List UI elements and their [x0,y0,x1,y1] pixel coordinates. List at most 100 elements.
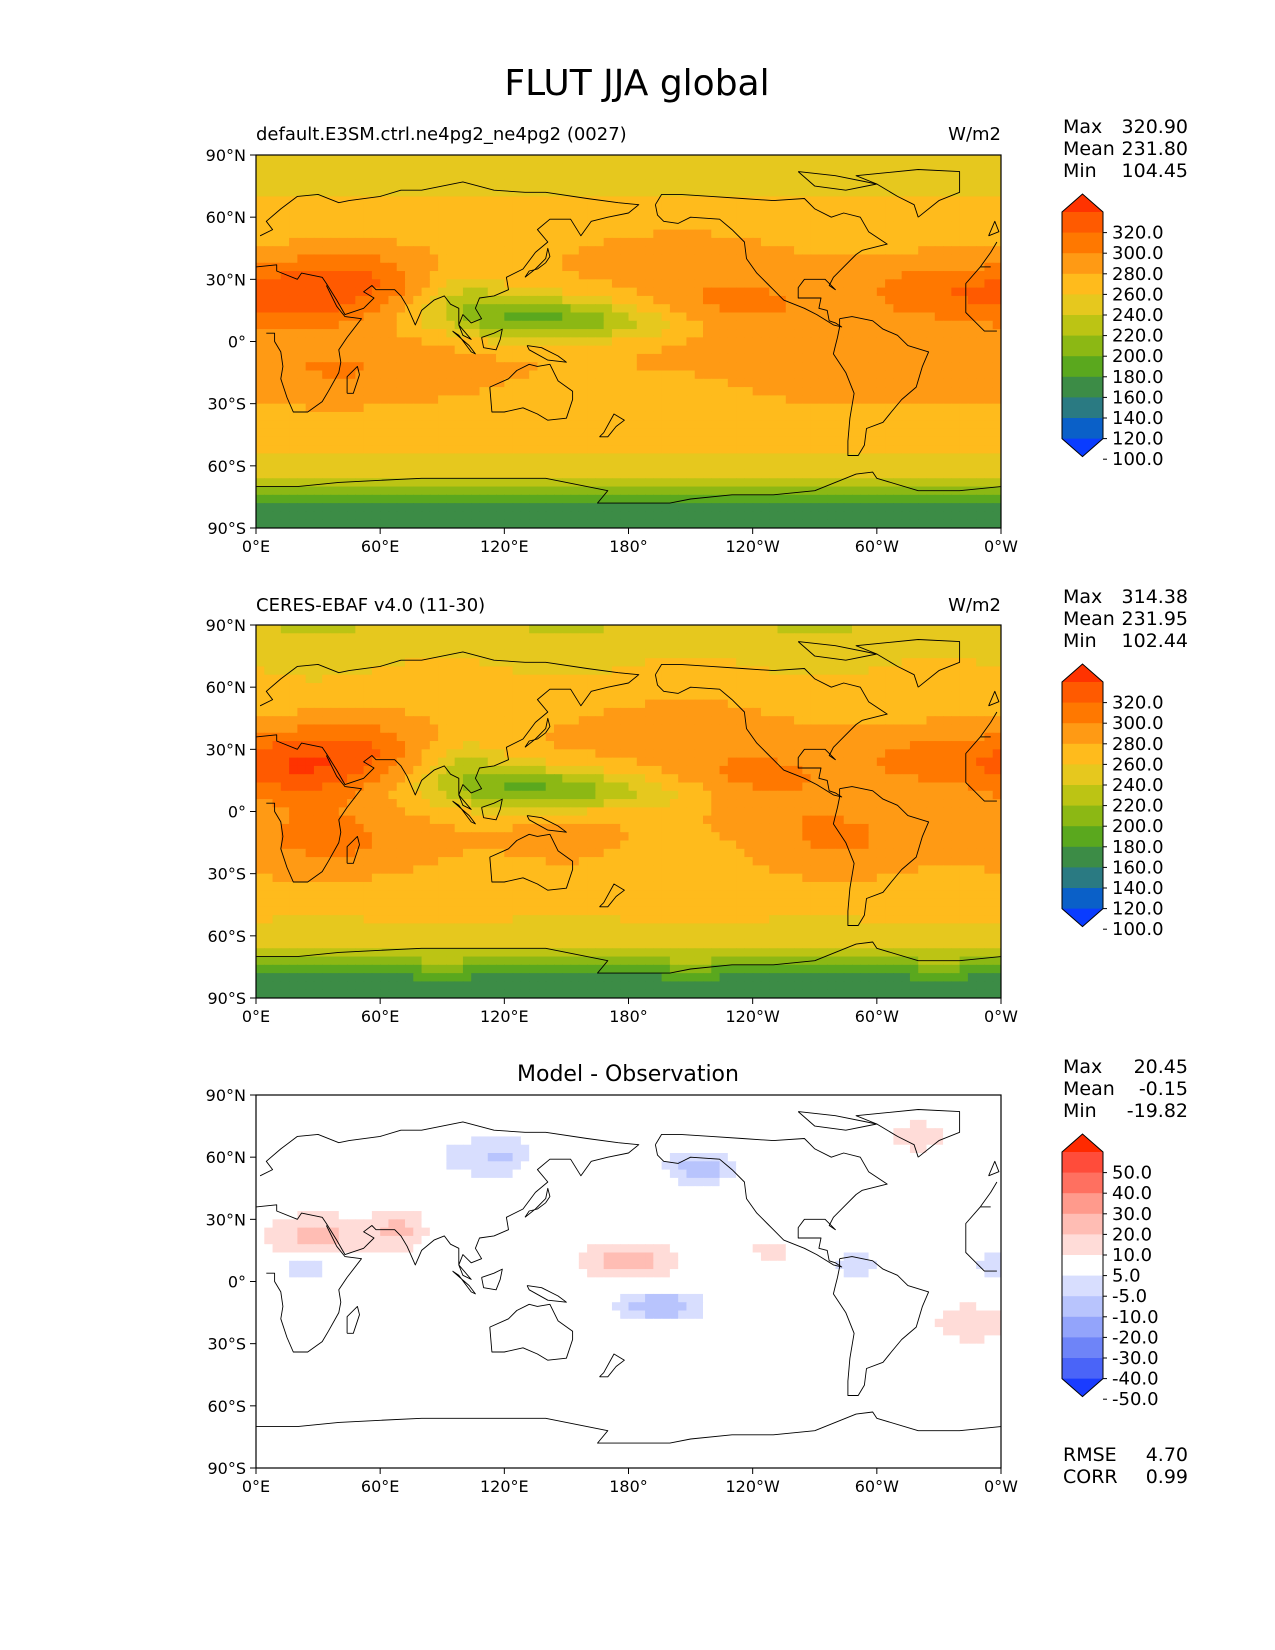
contour-cell [959,494,969,504]
contour-cell [669,461,679,471]
contour-cell [744,658,754,668]
contour-cell [876,204,886,214]
contour-cell [645,674,654,684]
contour-cell [694,237,704,247]
contour-cell [371,345,381,355]
contour-cell [926,179,936,189]
contour-cell [380,436,390,446]
contour-cell [959,171,969,181]
contour-cell [322,666,332,676]
contour-cell [446,658,456,668]
contour-cell [694,353,704,363]
contour-cell [587,237,596,247]
contour-cell [661,378,671,388]
contour-cell [835,163,845,173]
contour-cell [347,320,356,330]
contour-cell [611,179,621,189]
contour-cell [520,213,530,222]
contour-cell [992,503,1001,513]
contour-cell [520,254,530,264]
contour-cell [653,683,663,692]
contour-cell [363,312,373,322]
contour-cell [909,287,919,297]
contour-cell [909,353,919,363]
contour-cell [868,337,878,347]
contour-cell [992,453,1001,463]
contour-cell [777,494,787,504]
coastline [654,193,888,328]
contour-cell [934,155,944,164]
contour-cell [355,196,365,206]
contour-cell [843,262,853,272]
contour-cell [686,237,696,247]
contour-cell [338,163,348,173]
contour-cell [843,370,853,380]
contour-cell [578,221,588,231]
contour-cell [537,370,547,380]
contour-cell [876,237,886,247]
contour-cell [645,246,654,256]
contour-cell [554,378,563,388]
contour-cell [711,246,721,256]
contour-cell [371,254,381,264]
contour-cell [992,511,1001,521]
contour-cell [264,362,274,372]
contour-cell [388,403,398,413]
contour-cell [669,304,679,314]
contour-cell [380,262,390,272]
contour-cell [636,625,646,634]
contour-cell [595,674,605,684]
contour-cell [868,641,878,651]
contour-cell [496,641,505,651]
contour-cell [909,420,919,430]
contour-cell [587,295,596,305]
contour-cell [934,304,944,314]
contour-cell [678,461,688,471]
contour-cell [587,362,596,372]
contour-cell [611,683,621,692]
contour-cell [512,674,522,684]
contour-cell [529,486,539,496]
contour-cell [289,179,298,189]
contour-cell [603,411,613,421]
contour-cell [868,503,878,513]
contour-cell [603,445,613,454]
contour-cell [578,666,588,676]
contour-cell [529,262,539,272]
colorbar-segment [1062,397,1103,419]
contour-cell [628,411,638,421]
contour-cell [669,387,679,396]
contour-cell [719,486,729,496]
contour-cell [669,395,679,405]
contour-cell [413,304,423,314]
contour-cell [984,171,994,181]
contour-cell [901,362,911,372]
contour-cell [810,246,820,256]
contour-cell [603,246,613,256]
contour-cell [570,658,580,668]
contour-cell [603,304,613,314]
contour-cell [537,378,547,388]
contour-cell [744,453,754,463]
contour-cell [537,362,547,372]
contour-cell [479,420,489,430]
contour-cell [405,674,414,684]
contour-cell [272,204,282,214]
contour-cell [686,312,696,322]
contour-cell [810,403,820,413]
contour-cell [396,345,406,355]
contour-cell [951,196,961,206]
contour-cell [587,204,596,214]
contour-cell [289,237,298,247]
contour-cell [893,428,903,438]
contour-cell [711,511,721,521]
contour-cell [843,683,853,692]
contour-cell [967,304,977,314]
contour-cell [918,387,928,396]
contour-cell [504,204,514,214]
contour-cell [967,445,977,454]
contour-cell [570,666,580,676]
contour-cell [487,486,497,496]
contour-cell [661,511,671,521]
contour-cell [802,279,812,289]
